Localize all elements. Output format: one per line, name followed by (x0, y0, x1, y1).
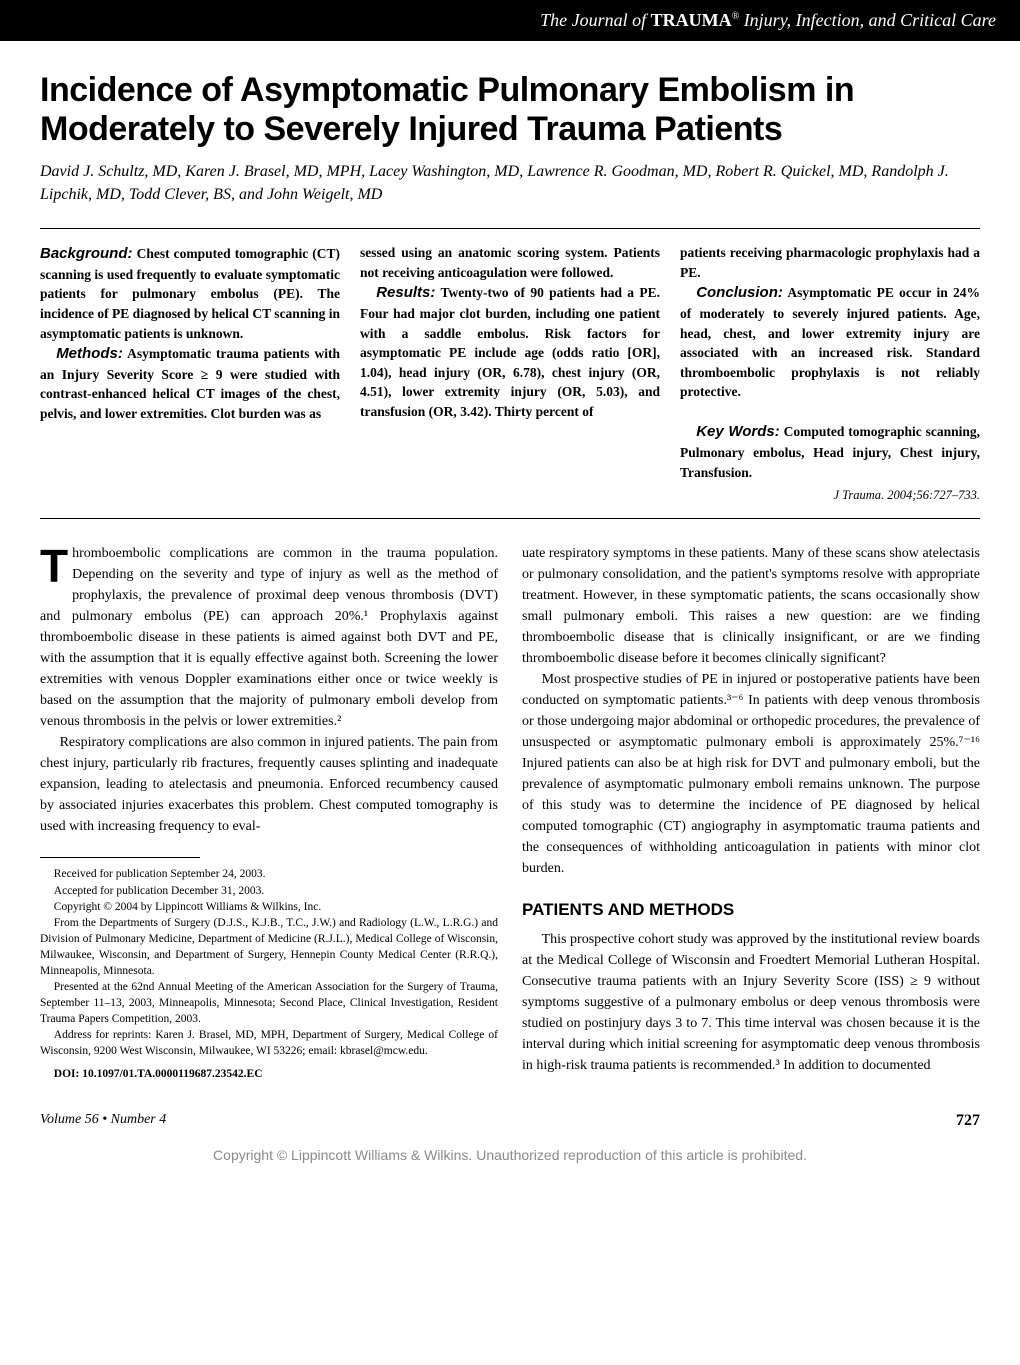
footnotes-block: Received for publication September 24, 2… (40, 866, 498, 1081)
col3-continuation: patients receiving pharmacologic prophyl… (680, 245, 980, 280)
footnote-received: Received for publication September 24, 2… (40, 866, 498, 882)
abstract-col-3: patients receiving pharmacologic prophyl… (680, 243, 980, 504)
drop-cap: T (40, 543, 72, 586)
abstract-columns: Background: Chest computed tomographic (… (40, 243, 980, 504)
journal-subtitle: Injury, Infection, and Critical Care (739, 10, 996, 30)
body-left-p2: Respiratory complications are also commo… (40, 732, 498, 837)
abstract-citation: J Trauma. 2004;56:727–733. (680, 486, 980, 504)
methods-heading: PATIENTS AND METHODS (522, 897, 980, 923)
conclusion-text: Asymptomatic PE occur in 24% of moderate… (680, 285, 980, 399)
body-right-p1: uate respiratory symptoms in these patie… (522, 543, 980, 669)
body-col-right: uate respiratory symptoms in these patie… (522, 543, 980, 1081)
footnote-reprints: Address for reprints: Karen J. Brasel, M… (40, 1027, 498, 1059)
journal-header-bar: The Journal of TRAUMA® Injury, Infection… (0, 0, 1020, 41)
abstract-box: Background: Chest computed tomographic (… (40, 228, 980, 519)
copyright-bar: Copyright © Lippincott Williams & Wilkin… (0, 1136, 1020, 1180)
footnotes-divider (40, 857, 200, 858)
background-label: Background: (40, 245, 133, 262)
article-authors: David J. Schultz, MD, Karen J. Brasel, M… (40, 161, 980, 206)
body-left-p1: Thromboembolic complications are common … (40, 543, 498, 732)
body-left-p1-text: hromboembolic complications are common i… (40, 546, 498, 729)
body-right-p2: Most prospective studies of PE in injure… (522, 669, 980, 879)
results-text: Twenty-two of 90 patients had a PE. Four… (360, 285, 660, 419)
footnote-affiliations: From the Departments of Surgery (D.J.S.,… (40, 915, 498, 979)
body-right-p3: This prospective cohort study was approv… (522, 929, 980, 1076)
journal-title-bold: TRAUMA (651, 10, 732, 30)
footnote-doi: DOI: 10.1097/01.TA.0000119687.23542.EC (40, 1066, 498, 1082)
conclusion-label: Conclusion: (696, 284, 783, 301)
abstract-col-1: Background: Chest computed tomographic (… (40, 243, 340, 504)
methods-label: Methods: (56, 345, 123, 362)
col2-continuation: sessed using an anatomic scoring system.… (360, 245, 660, 280)
footnote-presented: Presented at the 62nd Annual Meeting of … (40, 979, 498, 1027)
article-title: Incidence of Asymptomatic Pulmonary Embo… (40, 71, 980, 149)
body-col-left: Thromboembolic complications are common … (40, 543, 498, 1081)
keywords-label: Key Words: (696, 423, 780, 440)
journal-title-prefix: The Journal of (540, 10, 651, 30)
abstract-col-2: sessed using an anatomic scoring system.… (360, 243, 660, 504)
page-number: 727 (956, 1110, 980, 1132)
results-label: Results: (376, 284, 435, 301)
volume-issue: Volume 56 • Number 4 (40, 1110, 166, 1132)
page-footer: Volume 56 • Number 4 727 (0, 1102, 1020, 1136)
footnote-copyright: Copyright © 2004 by Lippincott Williams … (40, 899, 498, 915)
page-content: Incidence of Asymptomatic Pulmonary Embo… (0, 41, 1020, 1101)
body-columns: Thromboembolic complications are common … (40, 543, 980, 1081)
footnote-accepted: Accepted for publication December 31, 20… (40, 883, 498, 899)
